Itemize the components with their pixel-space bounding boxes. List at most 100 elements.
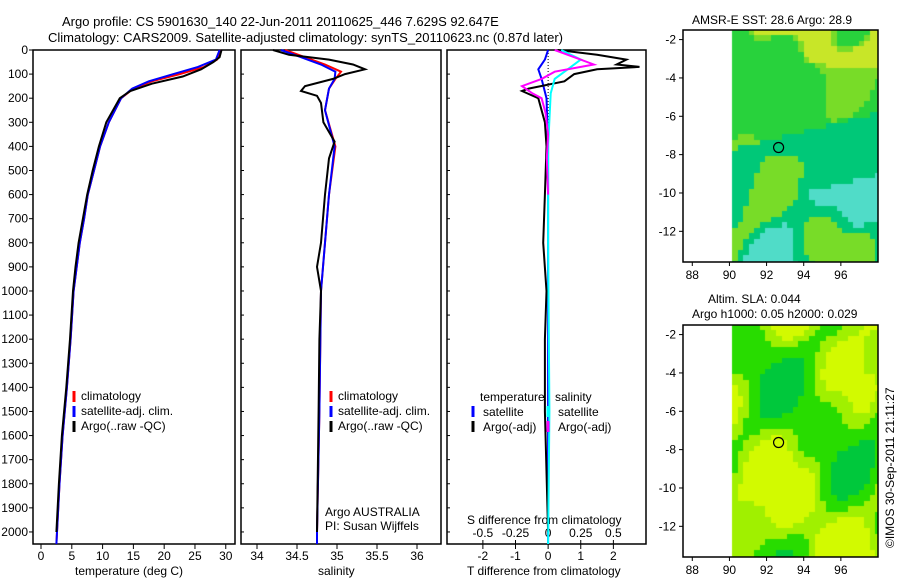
map-frame bbox=[682, 324, 879, 558]
panel-frame-0 bbox=[32, 49, 236, 545]
map-xtick-label: 96 bbox=[834, 563, 848, 577]
legend-label: Argo(-adj) bbox=[558, 420, 611, 434]
xtick-label: 10 bbox=[96, 549, 110, 563]
map2-subtitle: Argo h1000: 0.05 h2000: 0.029 bbox=[692, 307, 858, 321]
ytick-label: 1900 bbox=[1, 501, 28, 515]
xtick-label: -2 bbox=[478, 549, 489, 563]
ytick-label: 400 bbox=[8, 139, 28, 153]
map-ytick-label: -6 bbox=[665, 404, 676, 418]
series-argo---raw--qc- bbox=[272, 49, 369, 533]
annotation-2: PI: Susan Wijffels bbox=[325, 519, 419, 533]
legend-label: climatology bbox=[81, 389, 141, 403]
x2tick-label: 0.5 bbox=[605, 526, 622, 540]
xlabel-temperature: temperature (deg C) bbox=[75, 564, 183, 578]
map-ytick-label: -6 bbox=[665, 109, 676, 123]
xtick-label: 2 bbox=[610, 549, 617, 563]
legend-group-title: salinity bbox=[555, 390, 592, 404]
ytick-label: 1700 bbox=[1, 453, 28, 467]
xtick-label: 15 bbox=[127, 549, 141, 563]
x2tick-label: -0.25 bbox=[502, 526, 530, 540]
map-xtick-label: 96 bbox=[834, 268, 848, 282]
ytick-label: 700 bbox=[8, 212, 28, 226]
ytick-label: 1000 bbox=[1, 284, 28, 298]
xtick-label: -1 bbox=[510, 549, 521, 563]
map-ytick-label: -4 bbox=[665, 366, 676, 380]
legend-label: satellite-adj. clim. bbox=[81, 404, 173, 418]
series-climatology bbox=[55, 49, 222, 545]
map-ytick-label: -8 bbox=[665, 443, 676, 457]
xtick-label: 0 bbox=[38, 549, 45, 563]
panel-frame-2 bbox=[446, 49, 647, 545]
series-satellite-adj--clim- bbox=[55, 49, 221, 545]
xtick-label: 35.5 bbox=[365, 549, 389, 563]
map-ytick-label: -2 bbox=[665, 328, 676, 342]
x2tick-label: -0.5 bbox=[473, 526, 494, 540]
map1-title: AMSR-E SST: 28.6 Argo: 28.9 bbox=[692, 13, 852, 27]
xtick-label: 5 bbox=[68, 549, 75, 563]
annotation-1: Argo AUSTRALIA bbox=[325, 505, 420, 519]
ytick-label: 1500 bbox=[1, 404, 28, 418]
xlabel-salinity: salinity bbox=[318, 564, 355, 578]
ytick-label: 1400 bbox=[1, 380, 28, 394]
series-climatology bbox=[284, 49, 343, 544]
map-xtick-label: 88 bbox=[686, 268, 700, 282]
ytick-label: 500 bbox=[8, 163, 28, 177]
ytick-label: 0 bbox=[21, 43, 28, 57]
map-ytick-label: -4 bbox=[665, 71, 676, 85]
map-ytick-label: -12 bbox=[659, 224, 677, 238]
map-xtick-label: 88 bbox=[686, 563, 700, 577]
xtick-label: 34 bbox=[250, 549, 264, 563]
map-ytick-label: -2 bbox=[665, 33, 676, 47]
map-xtick-label: 90 bbox=[723, 268, 737, 282]
xtick-label: 35 bbox=[330, 549, 344, 563]
legend-label: Argo(..raw -QC) bbox=[81, 419, 166, 433]
panel-frame-1 bbox=[240, 49, 442, 545]
argo-location-marker bbox=[772, 141, 785, 154]
legend-label: satellite bbox=[558, 405, 599, 419]
ytick-label: 1800 bbox=[1, 477, 28, 491]
ytick-label: 1300 bbox=[1, 356, 28, 370]
series-s-satellite bbox=[547, 49, 583, 545]
series-t-argo--adj- bbox=[519, 49, 640, 533]
map-ytick-label: -8 bbox=[665, 148, 676, 162]
xtick-label: 0 bbox=[545, 549, 552, 563]
sst-map bbox=[683, 30, 878, 262]
map-ytick-label: -10 bbox=[659, 481, 677, 495]
map-xtick-label: 90 bbox=[723, 563, 737, 577]
ytick-label: 2000 bbox=[1, 525, 28, 539]
sla-map bbox=[683, 325, 878, 557]
ytick-label: 800 bbox=[8, 236, 28, 250]
credit: ©IMOS 30-Sep-2011 21:11:27 bbox=[883, 387, 897, 548]
ytick-label: 300 bbox=[8, 115, 28, 129]
legend-label: Argo(-adj) bbox=[483, 420, 536, 434]
map-xtick-label: 92 bbox=[760, 268, 774, 282]
xtick-label: 36 bbox=[410, 549, 424, 563]
legend-label: climatology bbox=[338, 389, 398, 403]
title-line1: Argo profile: CS 5901630_140 22-Jun-2011… bbox=[62, 14, 499, 29]
x2tick-label: 0.25 bbox=[569, 526, 593, 540]
xtick-label: 34.5 bbox=[285, 549, 309, 563]
series-satellite-adj--clim- bbox=[280, 49, 337, 544]
map-frame bbox=[682, 29, 879, 263]
legend-label: satellite bbox=[483, 405, 524, 419]
legend-label: Argo(..raw -QC) bbox=[338, 419, 423, 433]
map-xtick-label: 92 bbox=[760, 563, 774, 577]
ytick-label: 200 bbox=[8, 91, 28, 105]
ytick-label: 900 bbox=[8, 260, 28, 274]
legend-group-title: temperature bbox=[480, 390, 545, 404]
xlabel-sdiff: S difference from climatology bbox=[467, 513, 622, 527]
legend-label: satellite-adj. clim. bbox=[338, 404, 430, 418]
map-xtick-label: 94 bbox=[797, 268, 811, 282]
xlabel-tdiff: T difference from climatology bbox=[467, 564, 621, 578]
xtick-label: 1 bbox=[577, 549, 584, 563]
ytick-label: 1200 bbox=[1, 332, 28, 346]
xtick-label: 30 bbox=[219, 549, 233, 563]
series-argo---raw--qc- bbox=[55, 49, 223, 533]
map-ytick-label: -10 bbox=[659, 186, 677, 200]
map2-title: Altim. SLA: 0.044 bbox=[708, 292, 801, 306]
ytick-label: 100 bbox=[8, 67, 28, 81]
xtick-label: 20 bbox=[157, 549, 171, 563]
map-xtick-label: 94 bbox=[797, 563, 811, 577]
